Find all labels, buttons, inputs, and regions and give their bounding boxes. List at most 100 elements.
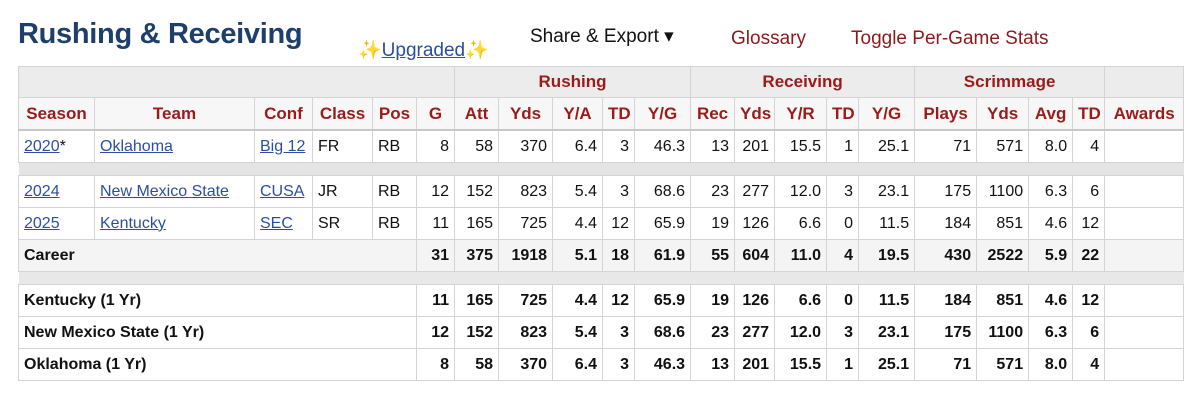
column-header[interactable]: TD xyxy=(602,97,636,131)
stat-cell: 4 xyxy=(826,239,860,272)
team-cell-link[interactable]: Oklahoma xyxy=(100,137,173,155)
column-header[interactable]: Y/A xyxy=(552,97,604,131)
stat-cell: 71 xyxy=(914,129,978,163)
season-row: 2025 Kentucky SEC SR RB 11 165 725 4.4 12 65.9 19 12… xyxy=(18,207,1185,240)
team-cell-link[interactable]: Kentucky xyxy=(100,214,166,232)
conf-cell: SEC xyxy=(254,207,313,240)
stat-cell: 5.1 xyxy=(552,239,604,272)
awards-cell xyxy=(1104,175,1185,208)
stat-cell: 823 xyxy=(498,316,554,349)
stat-cell: 201 xyxy=(734,348,776,381)
column-header[interactable]: Y/G xyxy=(634,97,692,131)
column-header[interactable]: Yds xyxy=(734,97,776,131)
stat-cell: 175 xyxy=(914,175,978,208)
column-header[interactable]: TD xyxy=(1072,97,1106,131)
stat-cell: 15.5 xyxy=(774,129,828,163)
stat-cell: 13 xyxy=(690,348,736,381)
stat-cell: 25.1 xyxy=(858,129,916,163)
separator-row xyxy=(18,162,1184,176)
separator-row xyxy=(18,271,1184,285)
games-cell: 8 xyxy=(415,129,456,163)
stat-cell: 6.3 xyxy=(1028,316,1074,349)
career-row: Career 31 375 1918 5.1 18 61.9 55 604 11.0 4 19.5 43… xyxy=(18,239,1185,272)
stat-cell: 1918 xyxy=(498,239,554,272)
column-header[interactable]: Team xyxy=(94,97,255,131)
column-header[interactable]: Plays xyxy=(914,97,978,131)
team-summary-row: Kentucky (1 Yr) 11 165 725 4.4 12 65.9 19 126 6.6… xyxy=(18,284,1185,317)
season-cell-link[interactable]: 2020 xyxy=(24,137,60,155)
separator xyxy=(18,271,1184,285)
stat-cell: 725 xyxy=(498,207,554,240)
column-header[interactable]: Y/G xyxy=(858,97,916,131)
stat-cell: 3 xyxy=(826,175,860,208)
team-summary-row: New Mexico State (1 Yr) 12 152 823 5.4 3 68.6 2… xyxy=(18,316,1185,349)
stat-cell: 184 xyxy=(914,207,978,240)
upgraded-link-wrap: ✨Upgraded✨ xyxy=(358,38,489,62)
stat-cell: 8.0 xyxy=(1028,348,1074,381)
stat-cell: 23.1 xyxy=(858,175,916,208)
stat-cell: 6.6 xyxy=(774,207,828,240)
team-summary-row: Oklahoma (1 Yr) 8 58 370 6.4 3 46.3 13 201 15.5 1 2… xyxy=(18,348,1185,381)
stat-cell: 19 xyxy=(690,207,736,240)
stat-cell: 23 xyxy=(690,175,736,208)
conf-cell-link[interactable]: Big 12 xyxy=(260,137,306,155)
stat-cell: 851 xyxy=(976,207,1030,240)
column-header[interactable]: Yds xyxy=(976,97,1030,131)
column-header-row: Season Team Conf Class Pos G Att Yds Y/A TD Y/G Rec… xyxy=(18,97,1185,131)
column-header[interactable]: Att xyxy=(454,97,500,131)
stat-cell: 46.3 xyxy=(634,129,692,163)
conf-cell-link[interactable]: CUSA xyxy=(260,182,305,200)
stat-cell: 12 xyxy=(1072,207,1106,240)
stat-cell: 12.0 xyxy=(774,316,828,349)
column-header[interactable]: Y/R xyxy=(774,97,828,131)
pos-cell: RB xyxy=(372,175,417,208)
toggle-per-game-link[interactable]: Toggle Per-Game Stats xyxy=(851,28,1049,49)
team-cell: Oklahoma xyxy=(94,129,255,163)
column-header[interactable]: Class xyxy=(312,97,373,131)
page-title: Rushing & Receiving xyxy=(18,18,303,50)
conf-cell-link[interactable]: SEC xyxy=(260,214,293,232)
team-summary-label: Oklahoma (1 Yr) xyxy=(18,348,417,381)
stat-cell: 725 xyxy=(498,284,554,317)
column-header[interactable]: TD xyxy=(826,97,860,131)
awards-cell xyxy=(1104,284,1185,317)
stat-cell: 6.4 xyxy=(552,348,604,381)
stat-cell: 5.9 xyxy=(1028,239,1074,272)
stat-cell: 19.5 xyxy=(858,239,916,272)
stat-cell: 13 xyxy=(690,129,736,163)
stat-cell: 4.6 xyxy=(1028,207,1074,240)
games-cell: 11 xyxy=(415,284,456,317)
column-header[interactable]: Conf xyxy=(254,97,313,131)
team-cell-link[interactable]: New Mexico State xyxy=(100,182,229,200)
season-cell-link[interactable]: 2024 xyxy=(24,182,60,200)
stat-cell: 25.1 xyxy=(858,348,916,381)
column-header[interactable]: Season xyxy=(18,97,95,131)
season-cell-link[interactable]: 2025 xyxy=(24,214,60,232)
stat-cell: 152 xyxy=(454,175,500,208)
stat-cell: 12.0 xyxy=(774,175,828,208)
upgraded-link[interactable]: Upgraded xyxy=(381,40,466,61)
group-receiving: Receiving xyxy=(690,66,916,98)
stat-cell: 6 xyxy=(1072,316,1106,349)
column-header[interactable]: Pos xyxy=(372,97,417,131)
share-export-menu[interactable]: Share & Export ▾ xyxy=(530,26,674,47)
column-header[interactable]: Awards xyxy=(1104,97,1185,131)
column-header[interactable]: Avg xyxy=(1028,97,1074,131)
stat-cell: 18 xyxy=(602,239,636,272)
column-header[interactable]: Rec xyxy=(690,97,736,131)
column-header[interactable]: Yds xyxy=(498,97,554,131)
stat-cell: 6.6 xyxy=(774,284,828,317)
stat-cell: 58 xyxy=(454,348,500,381)
sparkle-icon: ✨ xyxy=(358,40,382,61)
column-header[interactable]: G xyxy=(415,97,456,131)
stat-cell: 165 xyxy=(454,207,500,240)
group-blank xyxy=(17,66,456,98)
pos-cell: RB xyxy=(372,129,417,163)
class-cell: FR xyxy=(312,129,373,163)
stat-cell: 4.6 xyxy=(1028,284,1074,317)
section-header: Rushing & Receiving ✨Upgraded✨ Share & E… xyxy=(18,14,1188,61)
awards-cell xyxy=(1104,239,1185,272)
stat-cell: 46.3 xyxy=(634,348,692,381)
glossary-link[interactable]: Glossary xyxy=(731,28,806,49)
stat-cell: 5.4 xyxy=(552,175,604,208)
